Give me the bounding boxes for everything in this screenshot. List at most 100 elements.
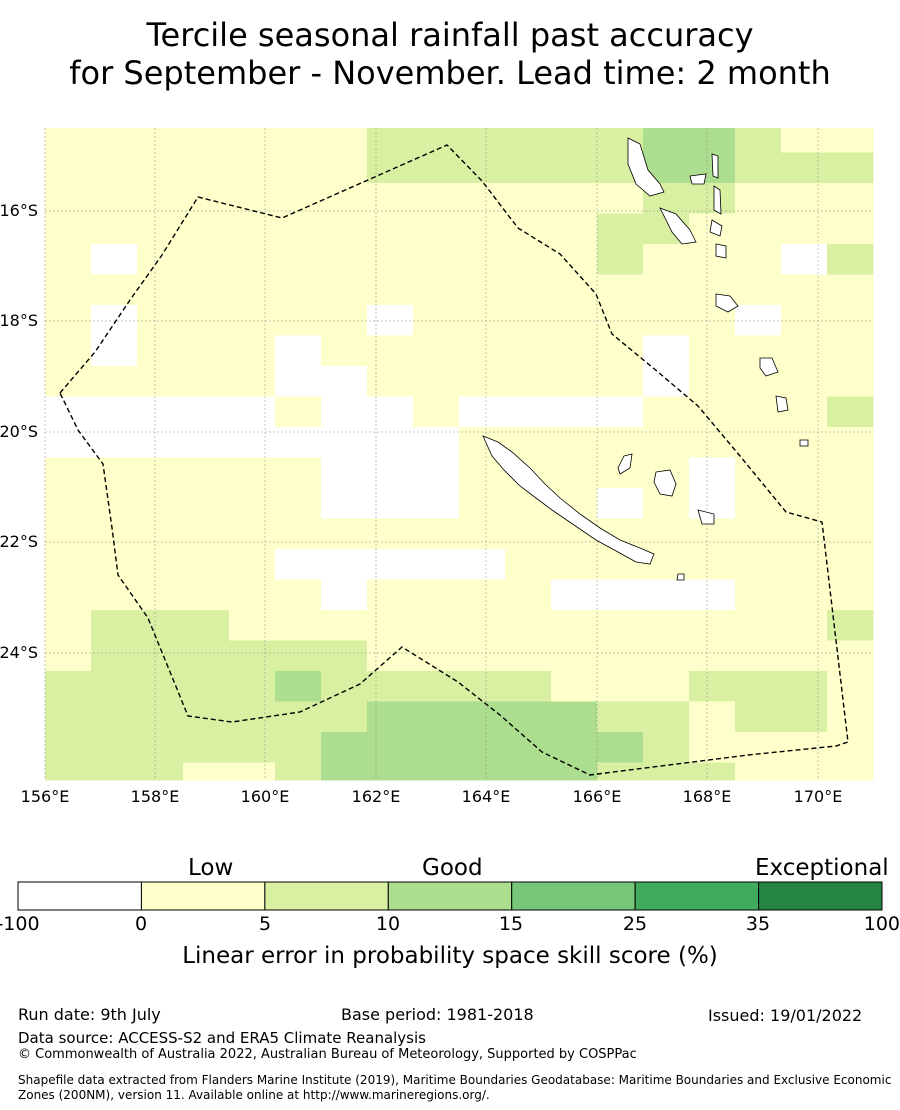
skill-cell bbox=[91, 128, 138, 153]
vanuatu-aneityum bbox=[799, 439, 809, 447]
skill-cell bbox=[413, 366, 460, 397]
skill-cell bbox=[45, 213, 92, 245]
skill-cell bbox=[643, 701, 690, 733]
skill-cell bbox=[505, 396, 552, 428]
skill-cell bbox=[321, 457, 368, 489]
colorbar-tick: 0 bbox=[134, 913, 148, 935]
skill-cell bbox=[367, 427, 414, 458]
skill-cell bbox=[459, 183, 506, 214]
skill-cell bbox=[321, 488, 368, 519]
skill-cell bbox=[367, 671, 414, 702]
skill-cell bbox=[459, 518, 506, 550]
skill-cell bbox=[91, 457, 138, 489]
skill-cell bbox=[597, 244, 644, 275]
skill-cell bbox=[229, 335, 276, 367]
skill-cell bbox=[827, 488, 874, 519]
skill-cell bbox=[137, 305, 184, 336]
skill-cell bbox=[781, 335, 828, 367]
skill-cell bbox=[459, 549, 506, 580]
skill-cell bbox=[45, 457, 92, 489]
skill-cell bbox=[505, 701, 552, 733]
skill-cell bbox=[597, 732, 644, 763]
skill-cell bbox=[505, 579, 552, 611]
skill-cell bbox=[505, 549, 552, 580]
skill-cell bbox=[551, 427, 598, 458]
skill-cell bbox=[229, 213, 276, 245]
skill-cell bbox=[551, 732, 598, 763]
skill-cell bbox=[505, 671, 552, 702]
skill-cell bbox=[137, 274, 184, 306]
skill-cell bbox=[367, 152, 414, 184]
new-caledonia-island bbox=[482, 435, 655, 565]
skill-cell bbox=[413, 579, 460, 611]
skill-cell bbox=[827, 152, 874, 184]
skill-cell bbox=[367, 762, 414, 781]
skill-cell bbox=[413, 610, 460, 641]
skill-cell bbox=[183, 335, 230, 367]
colorbar-tick: 15 bbox=[498, 913, 524, 935]
skill-cell bbox=[45, 128, 92, 153]
skill-cell bbox=[505, 213, 552, 245]
skill-cell bbox=[229, 549, 276, 580]
skill-cell bbox=[45, 305, 92, 336]
skill-cell bbox=[505, 732, 552, 763]
skill-cell bbox=[321, 762, 368, 781]
skill-cell bbox=[137, 518, 184, 550]
skill-cell bbox=[459, 488, 506, 519]
skill-cell bbox=[367, 518, 414, 550]
graticule bbox=[44, 128, 873, 780]
skill-cell bbox=[735, 213, 782, 245]
skill-cell bbox=[137, 732, 184, 763]
skill-cell bbox=[229, 610, 276, 641]
skill-cell bbox=[229, 244, 276, 275]
vanuatu-epi bbox=[709, 219, 723, 237]
skill-cell bbox=[275, 457, 322, 489]
skill-cell bbox=[551, 671, 598, 702]
skill-cell bbox=[367, 366, 414, 397]
lat-tick-16s: 16°S bbox=[0, 201, 38, 220]
skill-cell bbox=[643, 427, 690, 458]
data-source: Data source: ACCESS-S2 and ERA5 Climate … bbox=[18, 1029, 426, 1047]
skill-cell bbox=[229, 671, 276, 702]
skill-cell bbox=[183, 152, 230, 184]
colorbar-segment bbox=[17, 881, 142, 911]
skill-cell bbox=[827, 640, 874, 672]
skill-cell bbox=[229, 579, 276, 611]
skill-cell bbox=[735, 152, 782, 184]
skill-cell bbox=[229, 518, 276, 550]
skill-cell bbox=[275, 488, 322, 519]
colorbar-segment bbox=[634, 881, 760, 911]
skill-cell bbox=[827, 457, 874, 489]
skill-cell bbox=[321, 427, 368, 458]
skill-cell bbox=[367, 610, 414, 641]
skill-cell bbox=[321, 396, 368, 428]
skill-cell bbox=[275, 671, 322, 702]
skill-cell bbox=[413, 762, 460, 781]
skill-cell bbox=[781, 671, 828, 702]
skill-cell bbox=[367, 183, 414, 214]
skill-cell bbox=[413, 671, 460, 702]
skill-cell bbox=[413, 244, 460, 275]
skill-cell bbox=[505, 762, 552, 781]
skill-cell bbox=[137, 396, 184, 428]
skill-cell bbox=[827, 732, 874, 763]
skill-cell bbox=[551, 152, 598, 184]
skill-cell bbox=[781, 518, 828, 550]
skill-cell bbox=[781, 213, 828, 245]
skill-cell bbox=[781, 488, 828, 519]
skill-cell bbox=[137, 427, 184, 458]
skill-cell bbox=[275, 183, 322, 214]
skill-cell bbox=[413, 396, 460, 428]
skill-cell bbox=[505, 610, 552, 641]
skill-cell bbox=[367, 128, 414, 153]
skill-cell bbox=[367, 549, 414, 580]
skill-cell bbox=[781, 610, 828, 641]
skill-cell bbox=[597, 427, 644, 458]
skill-cell bbox=[827, 549, 874, 580]
colorbar-segment bbox=[511, 881, 636, 911]
skill-cell bbox=[183, 701, 230, 733]
skill-cell bbox=[459, 671, 506, 702]
skill-cell bbox=[505, 183, 552, 214]
skill-cell bbox=[275, 366, 322, 397]
issued-date: Issued: 19/01/2022 bbox=[708, 1006, 863, 1025]
